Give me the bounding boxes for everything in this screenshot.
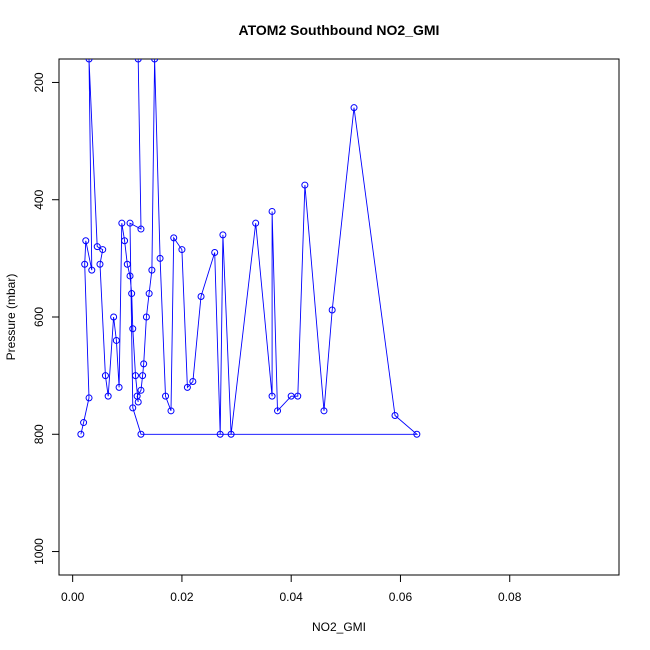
data-point	[129, 325, 137, 333]
data-point	[227, 430, 235, 438]
data-point	[129, 404, 137, 412]
data-point	[268, 207, 276, 215]
series-layer	[77, 59, 421, 438]
data-point	[118, 219, 126, 227]
data-point	[183, 383, 191, 391]
data-point	[137, 386, 145, 394]
x-axis: 0.00 0.02 0.04 0.06 0.08	[61, 574, 522, 604]
data-point	[137, 430, 145, 438]
data-point	[219, 231, 227, 239]
data-point	[162, 392, 170, 400]
data-point	[151, 59, 159, 63]
data-point	[85, 394, 93, 402]
data-point	[148, 266, 156, 274]
data-point	[134, 59, 142, 63]
y-axis: 200 400 600 800 1000	[32, 72, 60, 565]
data-point	[178, 246, 186, 254]
data-point	[252, 219, 260, 227]
data-point	[391, 412, 399, 420]
data-point	[350, 104, 358, 112]
data-point	[126, 219, 134, 227]
data-point	[128, 290, 136, 298]
data-point	[320, 407, 328, 415]
y-tick-label: 200	[32, 72, 46, 92]
data-point	[211, 249, 219, 256]
data-point	[189, 378, 197, 385]
data-point	[167, 407, 175, 415]
data-point	[137, 225, 145, 233]
data-point	[328, 306, 336, 314]
x-tick-label: 0.02	[170, 590, 194, 604]
x-tick-label: 0.08	[498, 590, 522, 604]
data-point	[81, 260, 89, 268]
data-point	[112, 336, 120, 344]
data-point	[101, 372, 109, 380]
data-point	[93, 243, 101, 251]
data-point	[99, 246, 107, 254]
data-point	[123, 260, 131, 268]
data-point	[287, 392, 295, 400]
y-axis-label: Pressure (mbar)	[4, 274, 18, 361]
data-point	[170, 234, 178, 242]
data-point	[274, 407, 282, 415]
data-point	[88, 266, 96, 274]
data-point	[96, 260, 104, 268]
series-line	[80, 59, 419, 435]
x-tick-label: 0.06	[389, 590, 413, 604]
data-point	[301, 181, 309, 189]
data-point	[85, 59, 93, 63]
data-point	[139, 372, 147, 380]
data-point	[121, 237, 129, 245]
data-point	[216, 430, 224, 438]
data-point	[115, 383, 123, 391]
x-tick-label: 0.00	[61, 590, 85, 604]
chart-title: ATOM2 Southbound NO2_GMI	[239, 22, 440, 38]
x-tick-label: 0.04	[280, 590, 304, 604]
data-point	[145, 290, 153, 298]
data-point	[140, 360, 148, 368]
data-point	[142, 313, 150, 321]
data-point	[104, 392, 112, 400]
y-tick-label: 1000	[32, 538, 46, 565]
data-point	[82, 237, 90, 245]
data-point	[133, 392, 141, 400]
data-point	[294, 392, 302, 400]
y-tick-label: 800	[32, 424, 46, 444]
data-point	[156, 254, 164, 262]
y-tick-label: 600	[32, 307, 46, 327]
data-point	[80, 419, 88, 427]
data-point	[126, 272, 134, 280]
x-axis-label: NO2_GMI	[312, 620, 366, 634]
data-point	[131, 372, 139, 380]
data-point	[268, 392, 276, 400]
y-tick-label: 400	[32, 189, 46, 209]
data-point	[197, 292, 205, 300]
data-point	[413, 430, 421, 438]
data-point	[110, 313, 118, 321]
data-point	[77, 430, 85, 438]
